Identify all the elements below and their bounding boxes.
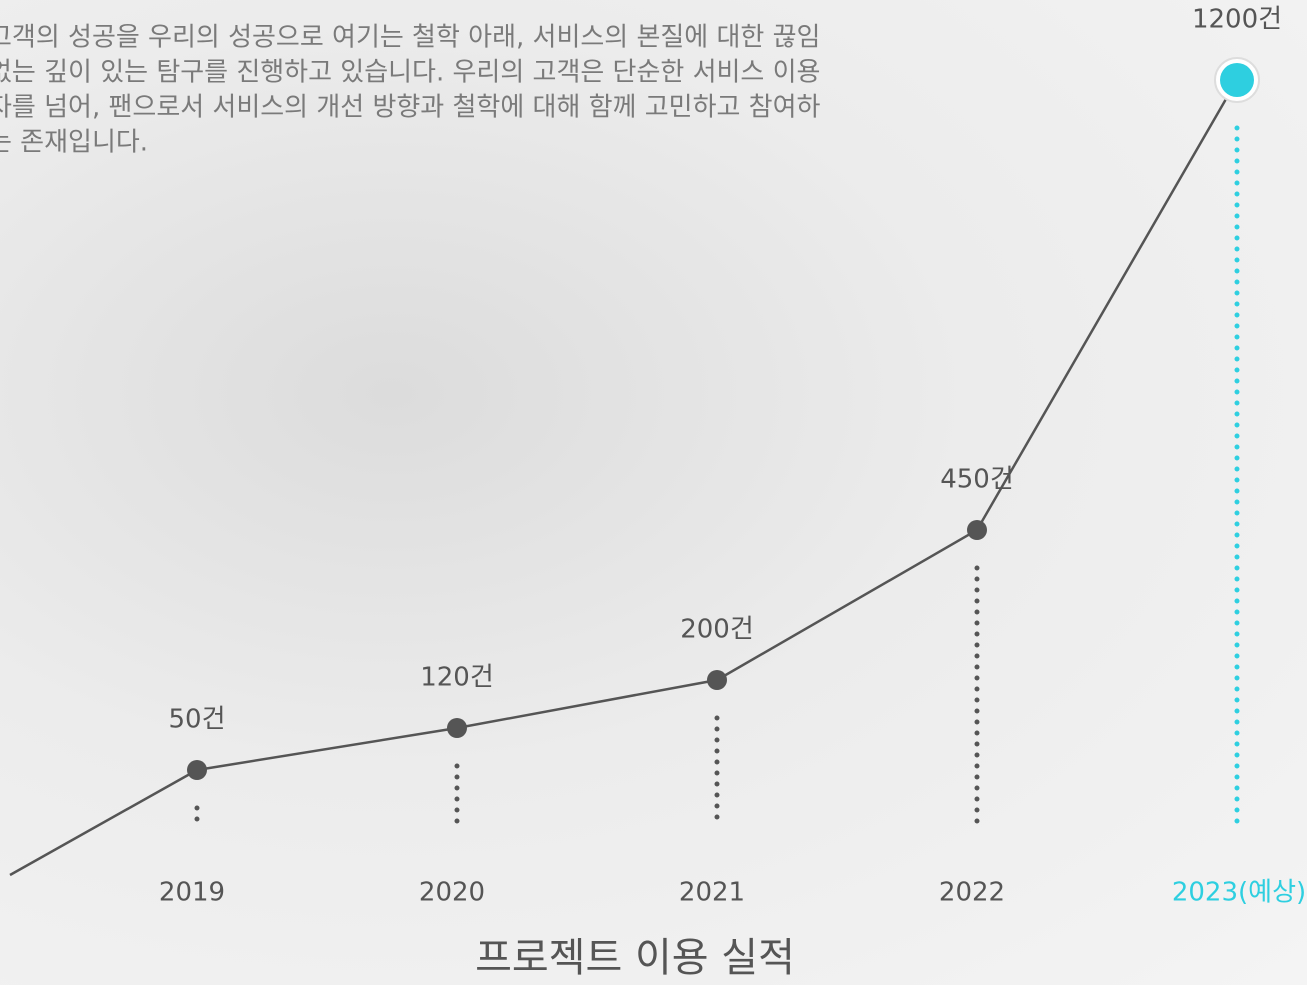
x-tick-label: 2022 <box>939 878 1005 908</box>
intro-line: 는 존재입니다. <box>0 128 148 158</box>
intro-line: 없는 깊이 있는 탐구를 진행하고 있습니다. 우리의 고객은 단순한 서비스 … <box>0 58 820 88</box>
value-label: 450건 <box>940 465 1014 495</box>
value-label: 200건 <box>680 615 754 645</box>
point <box>1220 63 1254 97</box>
x-tick-label: 2019 <box>159 878 225 908</box>
chart-title: 프로젝트 이용 실적 <box>475 935 795 981</box>
point <box>187 760 207 780</box>
value-label: 120건 <box>420 663 494 693</box>
x-tick-label: 2021 <box>679 878 745 908</box>
point <box>447 718 467 738</box>
x-tick-label: 2023(예상) <box>1172 878 1306 908</box>
intro-line: 고객의 성공을 우리의 성공으로 여기는 철학 아래, 서비스의 본질에 대한 … <box>0 23 820 53</box>
value-label: 50건 <box>168 705 225 735</box>
point <box>967 520 987 540</box>
data-line <box>196 79 1239 772</box>
intro-line: 자를 넘어, 팬으로서 서비스의 개선 방향과 철학에 대해 함께 고민하고 참… <box>0 93 821 123</box>
x-tick-label: 2020 <box>419 878 485 908</box>
lead-line <box>9 768 198 877</box>
point <box>707 670 727 690</box>
value-label: 1200건 <box>1192 5 1282 35</box>
